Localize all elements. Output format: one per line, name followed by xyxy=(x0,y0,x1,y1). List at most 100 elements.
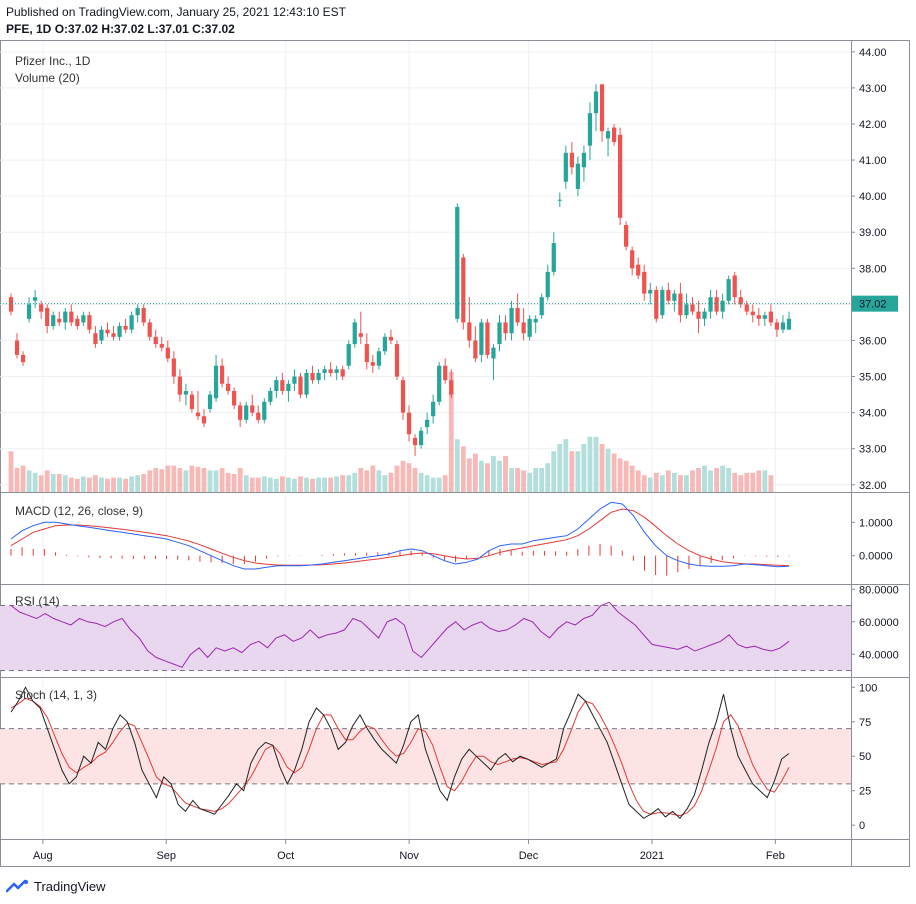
volume-bar xyxy=(539,468,545,492)
volume-bar xyxy=(509,468,514,492)
volume-bar xyxy=(617,458,623,492)
candle-body xyxy=(171,358,176,377)
x-tick-label: Feb xyxy=(766,850,785,862)
price-pane-title: Pfizer Inc., 1D xyxy=(15,54,91,68)
volume-bar xyxy=(593,436,599,492)
candle-body xyxy=(123,326,128,330)
candle-body xyxy=(437,365,442,402)
volume-bar xyxy=(521,470,527,492)
volume-bar xyxy=(346,475,352,492)
macd-pane-title: MACD (12, 26, close, 9) xyxy=(15,504,143,518)
candle-body xyxy=(690,304,695,312)
volume-bar xyxy=(418,472,424,492)
volume-bar xyxy=(20,465,26,492)
candle-body xyxy=(382,336,388,352)
candle-body xyxy=(45,307,50,327)
symbol-label: PFE, 1D xyxy=(6,22,52,36)
tradingview-logo-icon xyxy=(6,879,28,893)
candle-body xyxy=(334,369,339,373)
candle-body xyxy=(624,225,629,247)
candle-body xyxy=(425,419,430,428)
candle-body xyxy=(648,289,653,294)
volume-bar xyxy=(472,453,478,492)
candle-body xyxy=(708,297,713,312)
ohlc-values: O:37.02 H:37.02 L:37.01 C:37.02 xyxy=(54,22,235,36)
candle-body xyxy=(467,322,472,341)
candle-body xyxy=(195,412,201,417)
candle-body xyxy=(33,297,38,301)
rsi-line xyxy=(10,601,790,668)
volume-bar xyxy=(424,475,430,492)
candle-body xyxy=(642,271,647,294)
candle-body xyxy=(298,376,303,395)
candle-body xyxy=(201,416,207,424)
candle-body xyxy=(702,311,707,319)
x-tick-label: Dec xyxy=(519,850,539,862)
volume-bar xyxy=(189,465,195,492)
volume-bar xyxy=(720,465,726,492)
candle-body xyxy=(394,344,400,377)
candle-body xyxy=(376,351,381,366)
volume-bar xyxy=(14,468,20,492)
candle-body xyxy=(750,311,755,316)
candle-body xyxy=(732,275,737,298)
candle-body xyxy=(232,390,237,406)
volume-bar xyxy=(696,468,701,492)
candle-body xyxy=(147,322,152,337)
volume-bar xyxy=(430,477,436,492)
candle-body xyxy=(545,271,550,298)
volume-bar xyxy=(671,472,677,492)
volume-bar xyxy=(147,470,153,492)
volume-bar xyxy=(442,475,448,492)
volume-bar xyxy=(231,474,237,492)
stoch-band xyxy=(0,728,851,784)
candle-body xyxy=(99,329,104,341)
volume-bar xyxy=(629,465,635,492)
volume-bar xyxy=(569,451,575,492)
volume-bar xyxy=(623,460,629,492)
rsi-tick-label: 60.0000 xyxy=(859,617,899,629)
volume-bar xyxy=(744,472,750,492)
volume-bar xyxy=(105,478,110,492)
rsi-pane-title: RSI (14) xyxy=(15,594,60,608)
stoch-tick-label: 50 xyxy=(859,751,871,763)
volume-bar xyxy=(171,465,177,492)
volume-bar xyxy=(768,475,774,492)
candle-body xyxy=(726,279,731,301)
candle-body xyxy=(412,437,418,446)
volume-bar xyxy=(563,439,569,492)
candle-body xyxy=(292,376,297,384)
macd-tick-label: 1.0000 xyxy=(859,517,893,529)
candle-body xyxy=(449,380,454,395)
volume-bar xyxy=(352,472,358,492)
x-tick-label: Sep xyxy=(156,850,176,862)
candle-body xyxy=(26,304,32,319)
candle-body xyxy=(551,243,556,272)
candle-body xyxy=(714,297,719,312)
candle-body xyxy=(183,390,189,395)
stoch-tick-label: 75 xyxy=(859,717,871,729)
candle-body xyxy=(768,311,773,323)
volume-bar xyxy=(135,475,141,492)
volume-bar xyxy=(738,475,744,492)
price-tick-label: 32.00 xyxy=(859,480,887,492)
volume-bar xyxy=(279,476,285,492)
price-tick-label: 39.00 xyxy=(859,227,887,239)
candle-body xyxy=(515,307,520,323)
volume-bar xyxy=(497,460,502,492)
price-tick-label: 40.00 xyxy=(859,191,887,203)
candle-body xyxy=(443,365,448,381)
volume-bar xyxy=(702,465,707,492)
candle-body xyxy=(328,369,333,373)
price-tick-label: 43.00 xyxy=(859,83,887,95)
candle-body xyxy=(485,322,490,355)
volume-bar xyxy=(117,477,122,492)
candle-body xyxy=(256,412,261,420)
x-tick-label: 2021 xyxy=(640,850,664,862)
volume-bar xyxy=(304,477,309,492)
volume-bar xyxy=(605,448,611,492)
candle-body xyxy=(177,376,182,395)
candle-body xyxy=(51,315,56,327)
candle-body xyxy=(244,405,249,420)
